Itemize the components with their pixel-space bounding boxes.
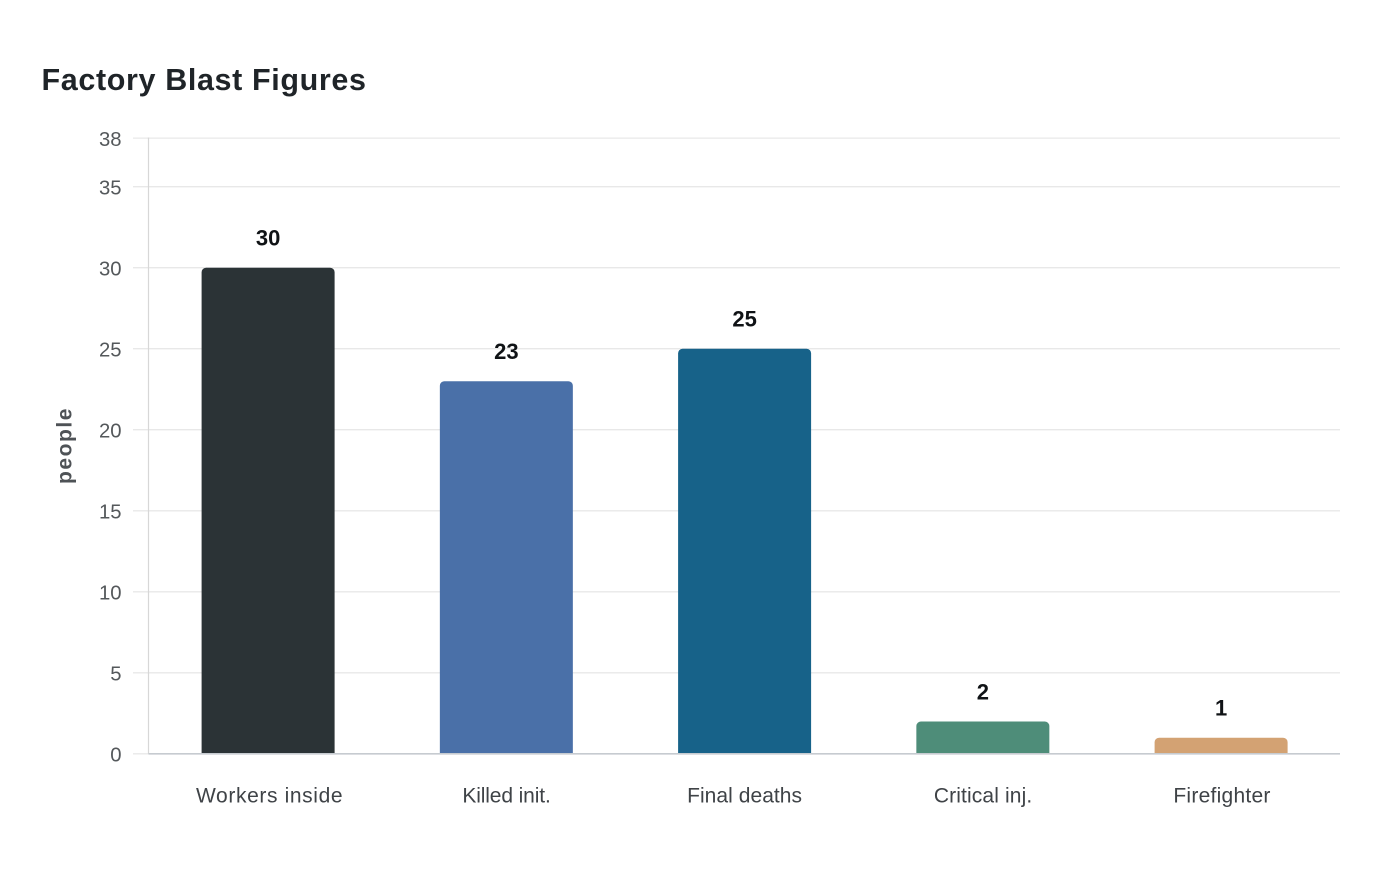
svg-text:30: 30 bbox=[256, 226, 280, 251]
svg-text:Final deaths: Final deaths bbox=[687, 785, 802, 808]
svg-text:23: 23 bbox=[494, 339, 518, 364]
svg-text:25: 25 bbox=[99, 340, 122, 362]
svg-text:38: 38 bbox=[99, 129, 122, 151]
svg-text:2: 2 bbox=[977, 679, 989, 704]
svg-text:35: 35 bbox=[99, 178, 122, 200]
svg-text:10: 10 bbox=[99, 583, 122, 605]
svg-text:Critical inj.: Critical inj. bbox=[934, 785, 1033, 808]
svg-text:25: 25 bbox=[732, 307, 756, 332]
svg-text:5: 5 bbox=[110, 664, 121, 686]
svg-text:30: 30 bbox=[99, 259, 122, 281]
svg-text:Killed init.: Killed init. bbox=[462, 785, 550, 808]
svg-text:1: 1 bbox=[1215, 696, 1227, 721]
svg-text:Firefighter: Firefighter bbox=[1173, 785, 1270, 808]
svg-text:Factory Blast Figures: Factory Blast Figures bbox=[42, 63, 367, 97]
svg-text:20: 20 bbox=[99, 421, 122, 443]
svg-text:15: 15 bbox=[99, 502, 122, 524]
svg-text:people: people bbox=[54, 407, 77, 484]
svg-text:0: 0 bbox=[110, 745, 121, 767]
svg-text:Workers inside: Workers inside bbox=[196, 785, 343, 808]
